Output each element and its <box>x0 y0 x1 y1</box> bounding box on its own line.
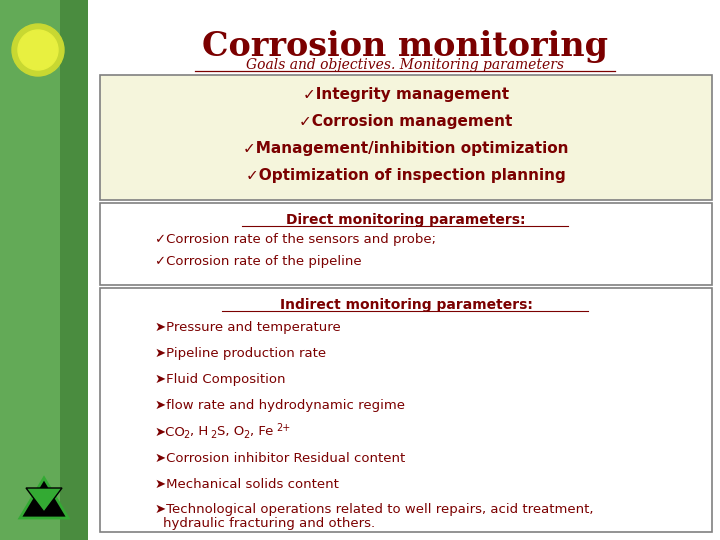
FancyBboxPatch shape <box>100 75 712 200</box>
Polygon shape <box>26 488 62 512</box>
Text: ➤Technological operations related to well repairs, acid treatment,: ➤Technological operations related to wel… <box>155 503 593 516</box>
Text: ✓Optimization of inspection planning: ✓Optimization of inspection planning <box>246 168 566 183</box>
Circle shape <box>18 30 58 70</box>
Text: , H: , H <box>190 426 208 438</box>
Text: 2: 2 <box>243 430 249 440</box>
Text: 2: 2 <box>210 430 216 440</box>
Text: Indirect monitoring parameters:: Indirect monitoring parameters: <box>279 298 532 312</box>
Text: ➤Pipeline production rate: ➤Pipeline production rate <box>155 348 326 361</box>
Text: S, O: S, O <box>217 426 244 438</box>
Text: ➤Mechanical solids content: ➤Mechanical solids content <box>155 477 339 490</box>
FancyBboxPatch shape <box>100 288 712 532</box>
Text: Corrosion monitoring: Corrosion monitoring <box>202 30 608 63</box>
Polygon shape <box>20 478 68 518</box>
Text: Direct monitoring parameters:: Direct monitoring parameters: <box>287 213 526 227</box>
Text: 2+: 2+ <box>276 423 290 433</box>
Text: ✓Management/inhibition optimization: ✓Management/inhibition optimization <box>243 141 569 156</box>
Text: ✓Integrity management: ✓Integrity management <box>303 87 509 103</box>
Text: hydraulic fracturing and others.: hydraulic fracturing and others. <box>163 517 375 530</box>
Text: Goals and objectives. Monitoring parameters: Goals and objectives. Monitoring paramet… <box>246 58 564 72</box>
Text: ✓Corrosion rate of the pipeline: ✓Corrosion rate of the pipeline <box>155 255 361 268</box>
Text: ➤flow rate and hydrodynamic regime: ➤flow rate and hydrodynamic regime <box>155 400 405 413</box>
Text: 2: 2 <box>183 430 189 440</box>
Text: ➤Fluid Composition: ➤Fluid Composition <box>155 374 286 387</box>
Text: ➤Corrosion inhibitor Residual content: ➤Corrosion inhibitor Residual content <box>155 451 405 464</box>
FancyBboxPatch shape <box>0 0 88 540</box>
FancyBboxPatch shape <box>0 0 60 540</box>
Text: ✓Corrosion rate of the sensors and probe;: ✓Corrosion rate of the sensors and probe… <box>155 233 436 246</box>
Text: , Fe: , Fe <box>250 426 274 438</box>
Circle shape <box>12 24 64 76</box>
Text: ✓Corrosion management: ✓Corrosion management <box>300 114 513 129</box>
Text: ➤Pressure and temperature: ➤Pressure and temperature <box>155 321 341 334</box>
FancyBboxPatch shape <box>100 203 712 285</box>
Text: ➤CO: ➤CO <box>155 426 186 438</box>
